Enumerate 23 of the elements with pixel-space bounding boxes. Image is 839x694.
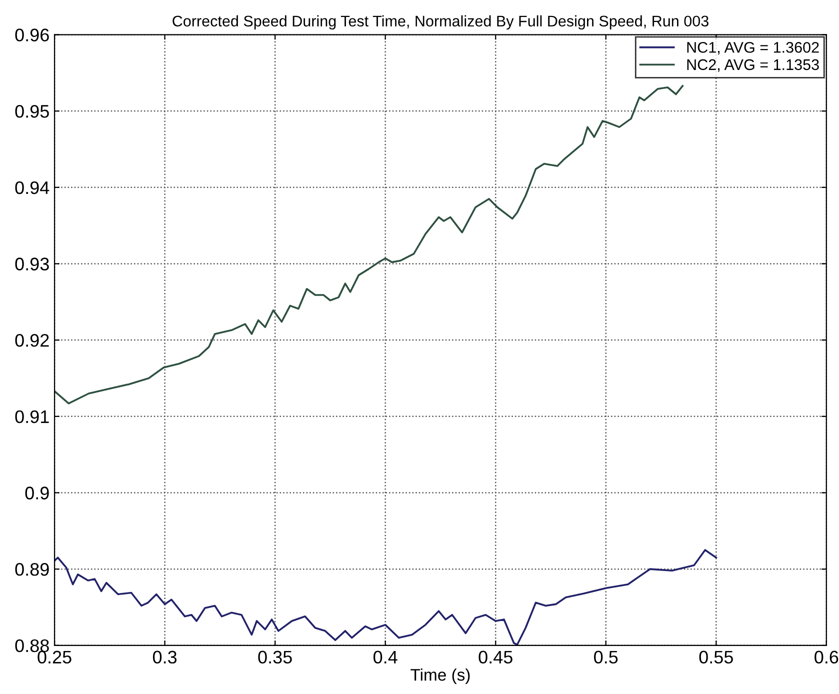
y-tick-label: 0.95 — [15, 104, 49, 118]
x-axis-title: Time (s) — [410, 668, 470, 684]
line-series — [54, 84, 684, 404]
y-tick-label: 0.88 — [15, 639, 49, 652]
line-series — [54, 549, 718, 646]
y-tick-label: 0.89 — [15, 563, 49, 576]
y-tick-label: 0.96 — [15, 28, 49, 42]
legend-label: NC1, AVG = 1.3602 — [687, 42, 819, 55]
x-tick-label: 0.6 — [814, 650, 838, 664]
y-tick-label: 0.94 — [15, 181, 50, 194]
x-tick-label: 0.45 — [478, 650, 512, 664]
legend-label: NC2, AVG = 1.1353 — [687, 59, 819, 72]
y-tick-label: 0.9 — [25, 486, 49, 500]
x-tick-label: 0.3 — [152, 650, 177, 664]
y-tick-label: 0.91 — [15, 410, 49, 424]
x-tick-label: 0.5 — [594, 650, 618, 664]
x-tick-label: 0.4 — [373, 650, 398, 664]
y-tick-label: 0.93 — [15, 258, 49, 270]
x-tick-label: 0.35 — [258, 650, 292, 664]
y-tick-label: 0.92 — [15, 334, 49, 347]
x-tick-label: 0.25 — [38, 650, 72, 664]
x-tick-label: 0.55 — [699, 650, 733, 664]
chart-title: Corrected Speed During Test Time, Normalized By Full Design Speed, Run 003 — [172, 15, 708, 30]
